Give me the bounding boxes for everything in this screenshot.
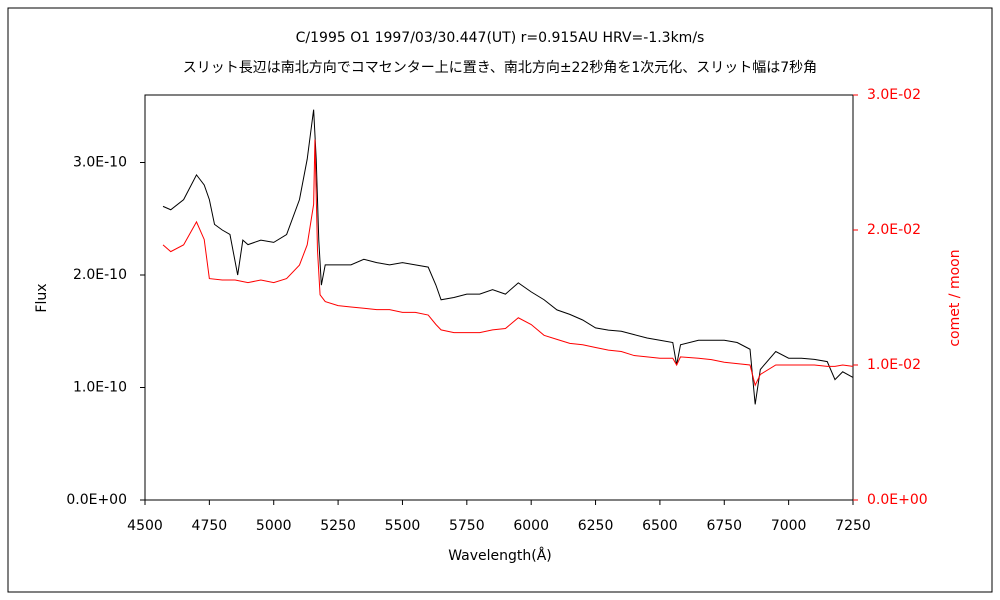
frame [7, 7, 993, 593]
y-tick-label: 0.0E+00 [66, 492, 127, 508]
x-tick-label: 5750 [449, 518, 485, 534]
x-tick-label: 5500 [385, 518, 421, 534]
x-tick-label: 7000 [771, 518, 807, 534]
x-tick-label: 4750 [192, 518, 228, 534]
plot-area [144, 94, 854, 501]
y-tick-label: 1.0E-10 [73, 380, 127, 396]
y2-tick-label: 0.0E+00 [867, 492, 928, 508]
data-line [162, 109, 854, 405]
chart-subtitle: スリット長辺は南北方向でコマセンター上に置き、南北方向±22秒角を1次元化、スリ… [183, 60, 817, 76]
chart-title: C/1995 O1 1997/03/30.447(UT) r=0.915AU H… [296, 30, 705, 46]
x-tick-label: 5000 [256, 518, 292, 534]
x-tick-label: 6000 [513, 518, 549, 534]
y2-tick-label: 3.0E-02 [867, 87, 921, 103]
y-tick-label: 2.0E-10 [73, 267, 127, 283]
x-tick-label: 6250 [578, 518, 614, 534]
y2-tick-label: 2.0E-02 [867, 222, 921, 238]
y-tick-label: 3.0E-10 [73, 155, 127, 171]
x-tick-label: 6750 [706, 518, 742, 534]
y2-tick-label: 1.0E-02 [867, 357, 921, 373]
y-axis-label: Flux [34, 283, 50, 312]
x-axis-label: Wavelength(Å) [448, 547, 552, 564]
x-tick-label: 7250 [835, 518, 871, 534]
x-tick-label: 4500 [127, 518, 163, 534]
data-line [162, 139, 854, 387]
x-tick-label: 6500 [642, 518, 678, 534]
y2-axis-label: comet / moon [947, 249, 963, 346]
x-tick-label: 5250 [320, 518, 356, 534]
